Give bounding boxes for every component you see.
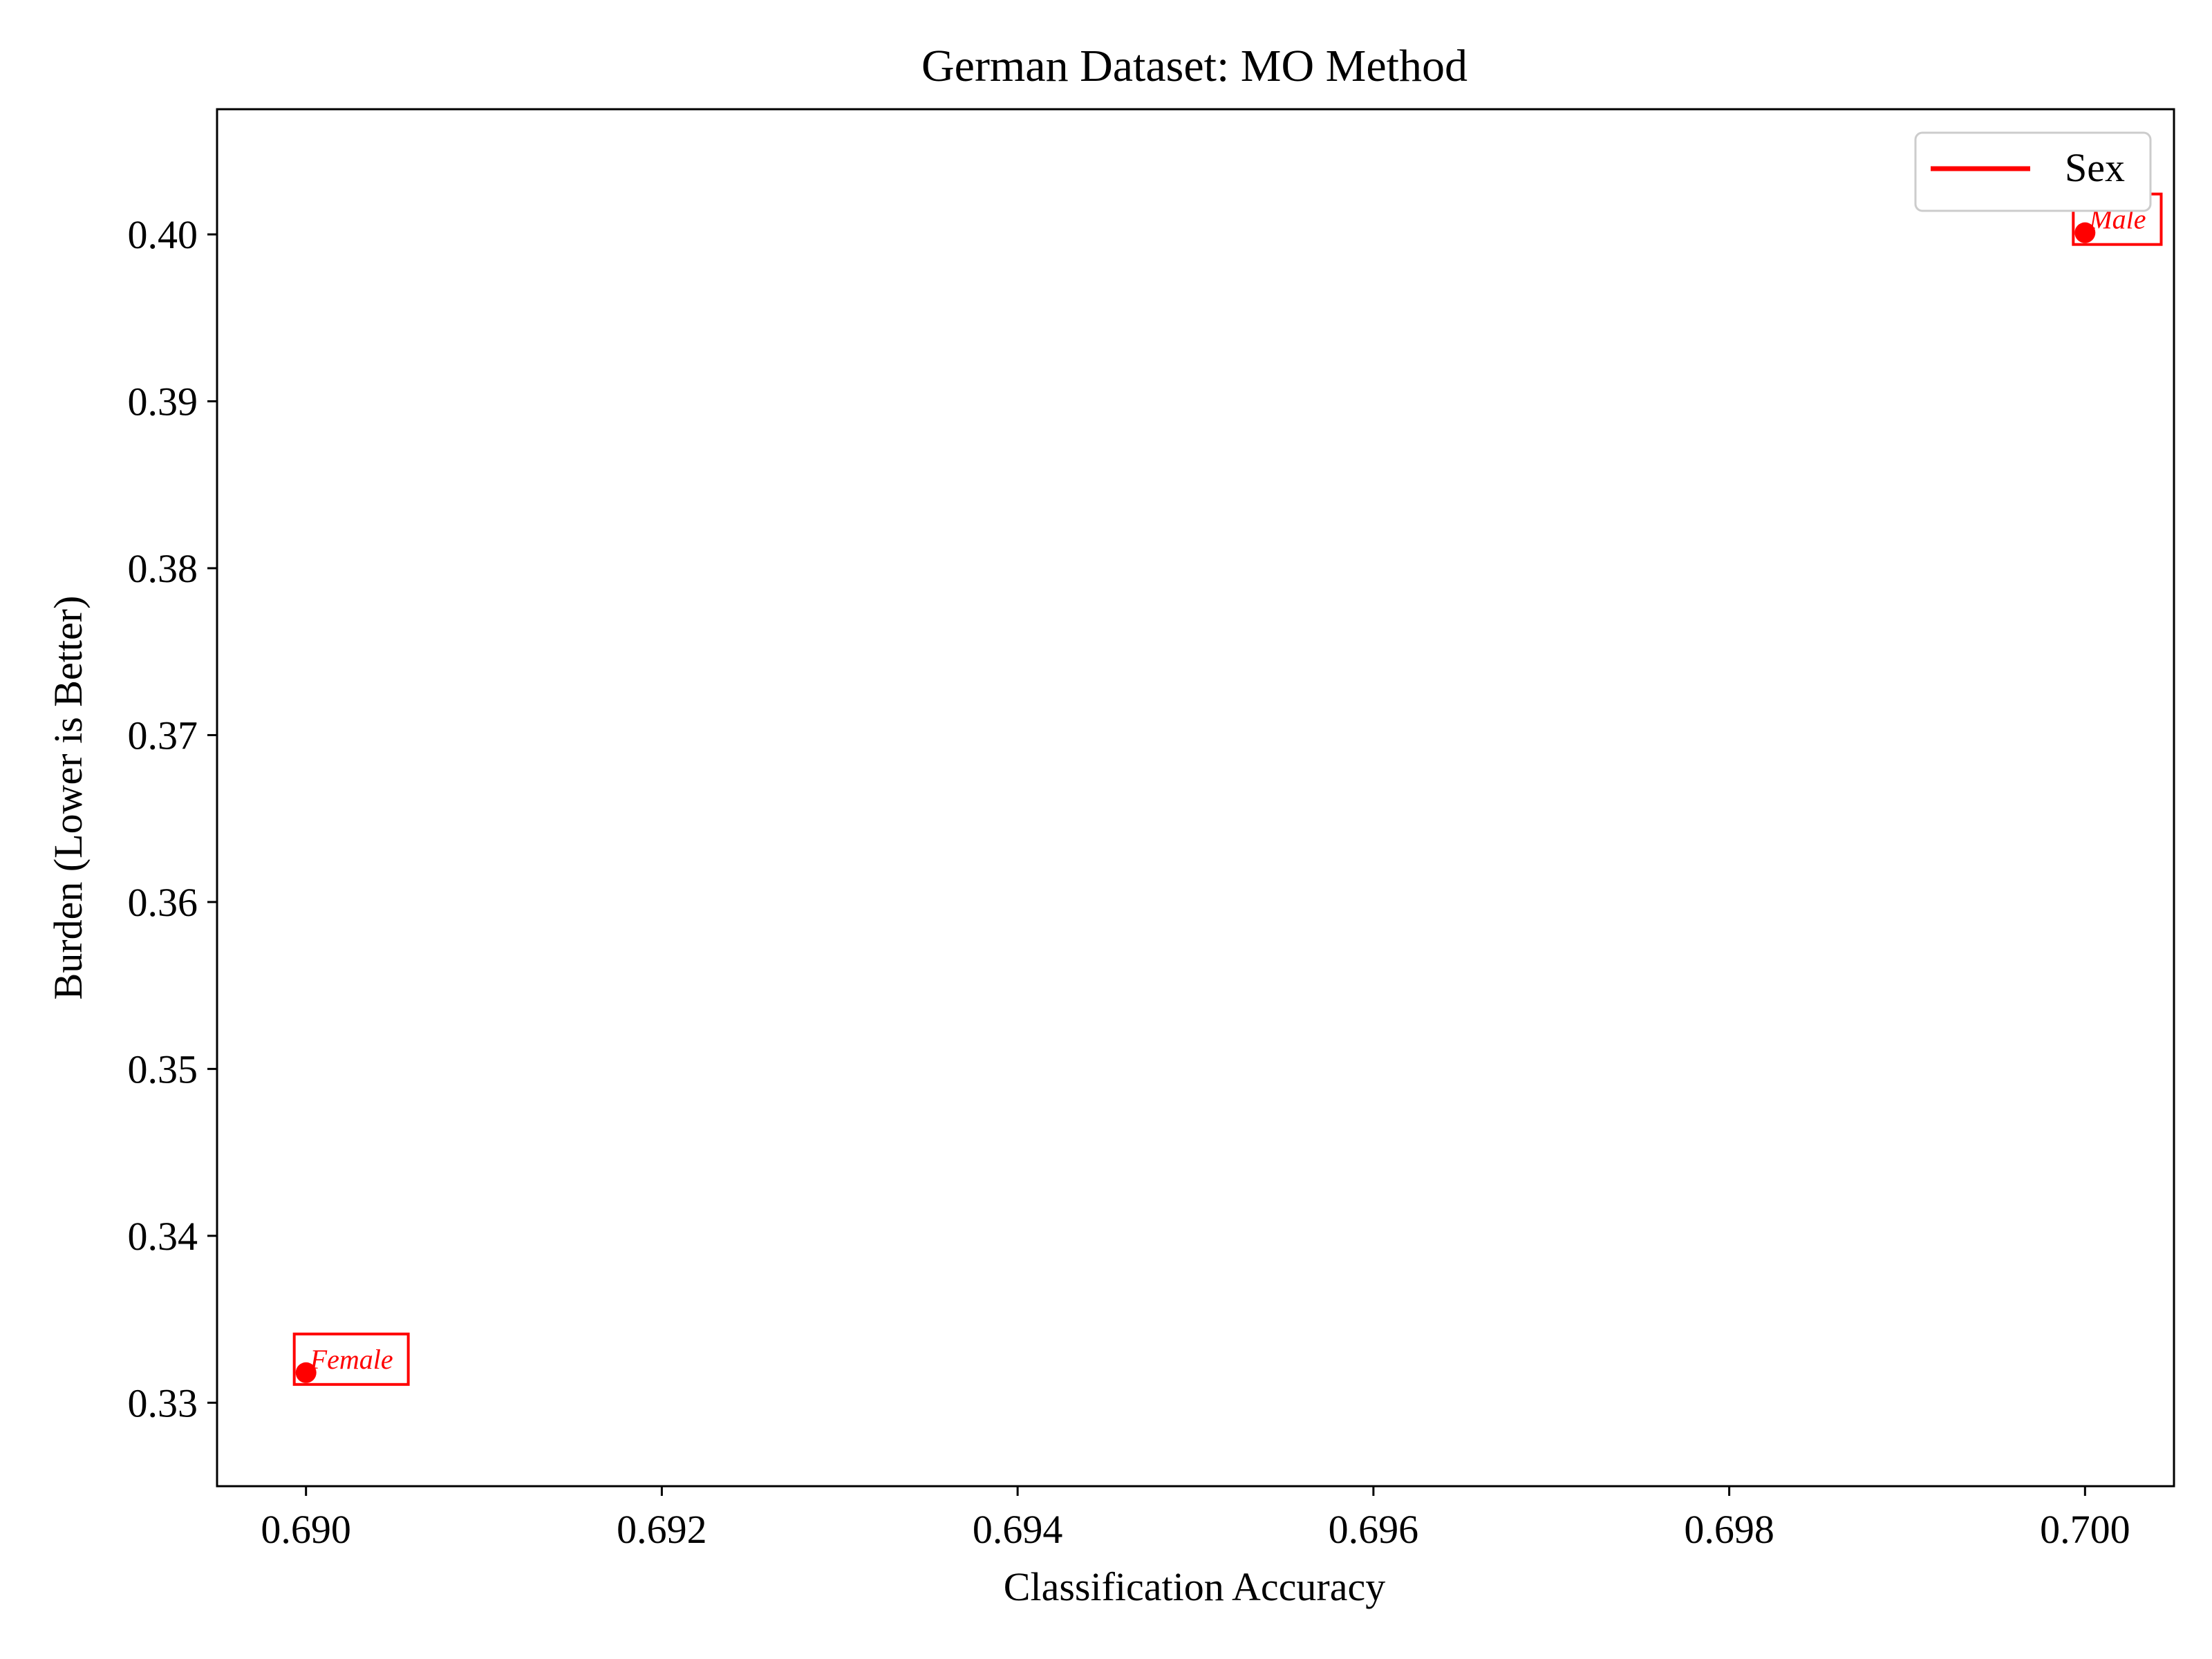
x-tick-label: 0.700 xyxy=(2040,1507,2130,1552)
point-label-female: Female xyxy=(310,1344,393,1375)
x-axis-label: Classification Accuracy xyxy=(1004,1564,1385,1609)
legend: Sex xyxy=(1914,131,2152,212)
data-point-female xyxy=(295,1362,317,1383)
y-tick-label: 0.36 xyxy=(128,880,198,925)
y-tick-label: 0.38 xyxy=(128,546,198,591)
point-label-box xyxy=(292,1332,410,1386)
plot-area-frame xyxy=(216,108,2175,1488)
data-point-male xyxy=(2074,222,2096,243)
x-tick-label: 0.694 xyxy=(973,1507,1063,1552)
y-tick-label: 0.35 xyxy=(128,1047,198,1091)
y-tick-label: 0.33 xyxy=(128,1380,198,1425)
y-axis-label: Burden (Lower is Better) xyxy=(46,596,91,1000)
x-tick-label: 0.692 xyxy=(617,1507,707,1552)
x-tick-label: 0.698 xyxy=(1684,1507,1774,1552)
x-tick-label: 0.696 xyxy=(1329,1507,1419,1552)
y-tick-label: 0.40 xyxy=(128,212,198,257)
y-tick-label: 0.39 xyxy=(128,379,198,424)
y-tick-label: 0.37 xyxy=(128,713,198,758)
legend-box xyxy=(1914,131,2152,212)
x-axis: 0.690 0.692 0.694 0.696 0.698 0.700 xyxy=(261,1486,2130,1552)
y-axis: 0.33 0.34 0.35 0.36 0.37 0.38 0.39 0.40 xyxy=(128,212,217,1425)
legend-label-sex: Sex xyxy=(2065,145,2125,190)
x-tick-label: 0.690 xyxy=(261,1507,351,1552)
y-tick-label: 0.34 xyxy=(128,1214,198,1259)
chart-title: German Dataset: MO Method xyxy=(921,41,1468,91)
